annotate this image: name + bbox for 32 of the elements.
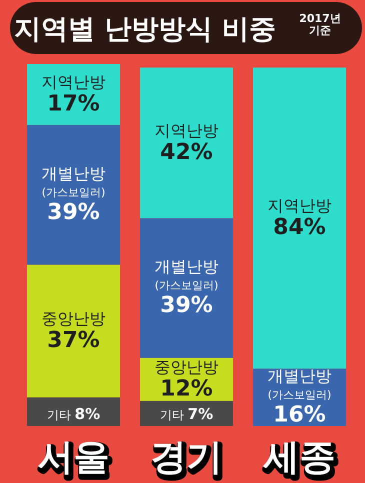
text: 개별난방 (가스보일러) <box>154 257 218 292</box>
bar <box>253 68 346 369</box>
text: 개별난방 (가스보일러) <box>42 164 106 199</box>
series-label: 지역난방 <box>42 72 106 92</box>
bar <box>27 397 120 426</box>
series-label: 중앙난방 <box>154 357 218 376</box>
chart-subtitle: 2017년 기준 <box>299 12 341 37</box>
data-label: 39% <box>47 200 100 225</box>
data-label: 12% <box>160 376 213 402</box>
data-label: 42% <box>160 140 213 165</box>
series-label: 개별난방 (가스보일러) <box>268 366 332 402</box>
bar <box>27 264 120 398</box>
data-label: 84% <box>273 215 326 240</box>
data-label: 17% <box>47 91 100 116</box>
x-tick-label: 세종 <box>262 437 336 478</box>
data-label: 8% <box>74 405 100 423</box>
text: 기타 <box>160 408 184 422</box>
text: 중앙난방 <box>42 309 106 328</box>
bar <box>27 124 120 265</box>
x-tick-label: 서울 <box>38 437 110 478</box>
data-label: 16% <box>273 402 326 428</box>
data-label: 7% <box>188 405 214 423</box>
bar <box>140 68 233 218</box>
series-label: 기타 <box>46 408 75 422</box>
text: 지역난방 <box>154 120 218 140</box>
data-label: 39% <box>160 293 213 318</box>
data-label: 37% <box>47 328 100 354</box>
bar <box>140 400 233 426</box>
x-tick-label: 경기 <box>150 437 222 478</box>
chart-title: 지역별 난방방식 비중 <box>14 14 276 45</box>
bar <box>140 218 233 358</box>
text: 지역난방 <box>268 196 332 216</box>
